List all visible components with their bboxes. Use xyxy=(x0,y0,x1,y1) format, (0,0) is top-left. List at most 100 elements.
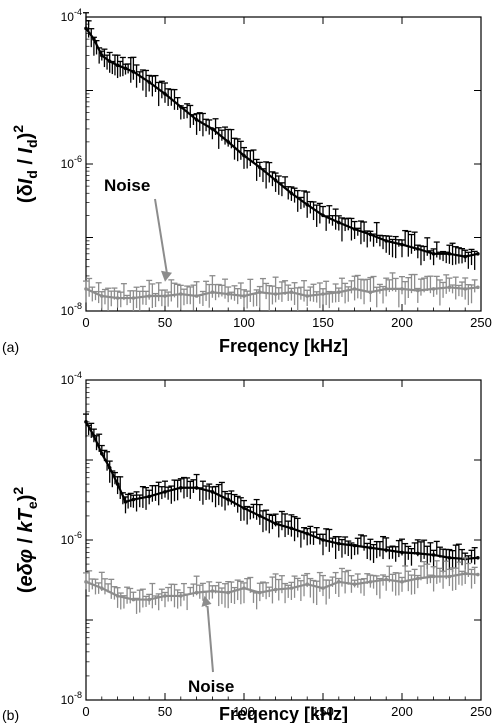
data-point xyxy=(368,232,373,237)
data-point xyxy=(242,153,246,158)
y-tick-label: 10-8 xyxy=(61,690,82,707)
data-point xyxy=(476,252,480,256)
data-point xyxy=(210,490,215,494)
y-tick-label: 10-4 xyxy=(61,370,82,387)
data-point xyxy=(179,292,183,296)
data-point xyxy=(368,545,373,550)
data-point xyxy=(447,285,452,290)
data-point xyxy=(476,555,480,560)
data-point xyxy=(416,288,420,293)
panel-a: 0 50 100 150 200 250 10-8 10-6 10-4 Noise Freqency… xyxy=(2,7,492,356)
data-point xyxy=(115,296,120,300)
series-noise xyxy=(83,557,480,614)
x-tick-label: 0 xyxy=(82,315,89,330)
annotation-arrowhead xyxy=(161,270,172,282)
data-point xyxy=(131,69,136,74)
data-point xyxy=(273,178,278,183)
data-point xyxy=(463,571,468,576)
data-point xyxy=(147,294,151,298)
x-tick-label: 0 xyxy=(82,704,89,719)
data-point xyxy=(115,482,120,486)
data-point xyxy=(210,589,215,593)
data-point xyxy=(179,485,183,490)
data-point xyxy=(352,543,357,548)
data-point xyxy=(368,290,373,295)
data-point xyxy=(242,294,246,298)
data-point xyxy=(84,26,88,31)
data-point xyxy=(321,538,325,542)
data-point xyxy=(352,227,357,231)
data-point xyxy=(384,239,389,243)
data-point xyxy=(273,521,278,526)
y-axis-label: (eδφ / kTe)2 xyxy=(10,487,40,594)
data-point xyxy=(131,597,136,602)
series-signal xyxy=(83,12,480,270)
data-point xyxy=(400,550,404,555)
data-point xyxy=(431,574,436,579)
data-point xyxy=(100,53,104,58)
data-point xyxy=(384,287,389,291)
series-line xyxy=(85,421,478,561)
x-tick-label: 150 xyxy=(312,315,334,330)
x-tick-label: 100 xyxy=(233,315,255,330)
data-point xyxy=(163,594,167,598)
series-noise xyxy=(83,272,480,311)
data-point xyxy=(305,582,310,587)
y-tick-label: 10-6 xyxy=(61,530,82,547)
data-point xyxy=(210,290,215,295)
annotation-arrow xyxy=(206,605,214,673)
series-line xyxy=(85,27,479,258)
data-point xyxy=(337,541,341,546)
annotation-arrowhead xyxy=(201,595,212,607)
data-point xyxy=(463,254,468,259)
x-tick-label: 250 xyxy=(470,315,492,330)
data-point xyxy=(321,213,325,218)
data-point xyxy=(107,59,112,64)
x-axis-label: Freqency [kHz] xyxy=(219,704,348,723)
data-point xyxy=(476,572,480,577)
x-tick-label: 50 xyxy=(158,704,172,719)
data-point xyxy=(352,582,357,587)
data-point xyxy=(368,580,373,584)
data-point xyxy=(289,586,294,590)
data-point xyxy=(123,500,128,504)
data-point xyxy=(273,292,278,296)
data-point xyxy=(289,290,294,295)
data-point xyxy=(107,465,112,470)
data-point xyxy=(273,587,278,592)
data-point xyxy=(447,555,452,560)
data-point xyxy=(384,577,389,582)
data-point xyxy=(258,514,262,518)
x-tick-label: 100 xyxy=(233,704,255,719)
data-point xyxy=(431,553,436,557)
data-point xyxy=(384,548,389,552)
data-point xyxy=(242,586,246,590)
data-point xyxy=(163,294,167,298)
data-point xyxy=(242,506,246,510)
y-tick-label: 10-6 xyxy=(61,154,82,171)
data-point xyxy=(289,526,294,531)
data-point xyxy=(337,220,341,225)
data-point xyxy=(123,66,128,71)
y-tick-label: 10-8 xyxy=(61,301,82,318)
data-point xyxy=(416,247,420,251)
data-point xyxy=(416,551,420,556)
data-point xyxy=(92,37,96,41)
data-point xyxy=(115,63,120,68)
y-tick-label: 10-4 xyxy=(61,7,82,24)
annotation-arrow xyxy=(154,198,168,274)
data-point xyxy=(163,92,167,96)
data-point xyxy=(115,594,120,598)
data-point xyxy=(289,191,294,196)
data-point xyxy=(463,287,468,291)
data-point xyxy=(131,296,136,300)
data-point xyxy=(163,490,167,494)
data-point xyxy=(321,586,325,590)
data-point xyxy=(400,287,404,291)
data-point xyxy=(147,597,151,602)
data-point xyxy=(447,252,452,256)
panel-b: 0 50 100 150 200 250 10-8 10-6 10-4 Noise Freqency… xyxy=(2,370,492,724)
data-point xyxy=(226,497,230,502)
x-tick-label: 200 xyxy=(391,315,413,330)
